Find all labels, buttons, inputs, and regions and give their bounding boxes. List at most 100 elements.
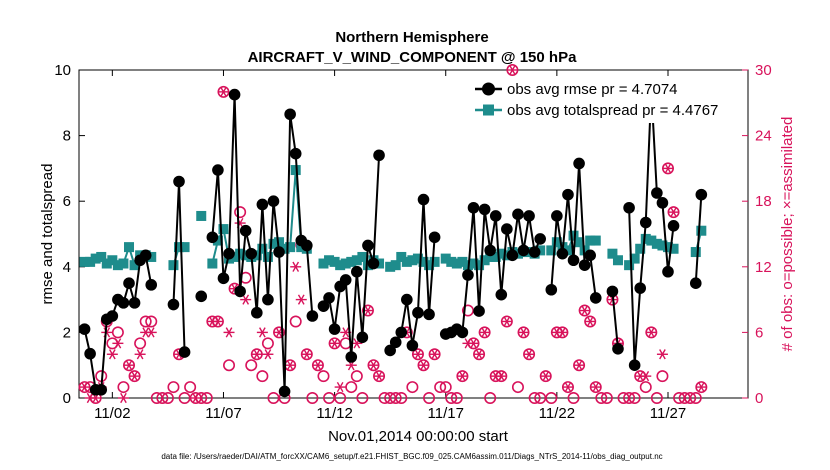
- rmse-point: [606, 285, 619, 298]
- obs-possible-marker: [567, 391, 580, 404]
- rmse-point: [373, 149, 385, 162]
- rmse-point: [223, 247, 235, 260]
- obs-possible-marker: [117, 381, 130, 394]
- y-axis-label: rmse and totalspread: [39, 164, 56, 305]
- rmse-point: [501, 223, 513, 235]
- data-file-footnote: data file: /Users/raeder/DAI/ATM_forcXX/…: [161, 452, 662, 461]
- obs-possible-marker: [445, 391, 458, 404]
- spread-point: [662, 242, 673, 253]
- rmse-point: [628, 359, 641, 372]
- spread-point: [474, 260, 485, 271]
- spread-point: [440, 253, 451, 264]
- obs-possible-marker: [656, 370, 669, 383]
- obs-assimilated-marker: [556, 327, 568, 338]
- spread-point: [562, 245, 573, 256]
- obs-assimilated-stroke: [525, 349, 533, 360]
- rmse-point: [345, 351, 358, 363]
- rmse-point: [262, 293, 274, 306]
- spread-point: [262, 251, 273, 262]
- legend-rmse-label: obs avg rmse pr = 4.7074: [507, 81, 678, 98]
- obs-assimilated-marker: [645, 327, 657, 338]
- obs-assimilated-marker: [479, 327, 491, 338]
- spread-point: [657, 240, 668, 251]
- chart-title: Northern Hemisphere: [335, 29, 488, 46]
- rmse-point: [478, 203, 491, 216]
- rmse-point: [306, 310, 319, 322]
- obs-assimilated-marker: [373, 371, 385, 382]
- y-right-tick-label: 6: [755, 324, 763, 341]
- obs-assimilated-marker: [217, 86, 229, 97]
- y-tick-label: 8: [63, 128, 71, 145]
- spread-point: [651, 238, 662, 249]
- legend-spread-label: obs avg totalspread pr = 4.4767: [507, 102, 718, 119]
- obs-possible-marker: [261, 337, 274, 350]
- obs-possible-marker: [434, 381, 447, 394]
- obs-assimilated-stroke: [208, 316, 216, 327]
- rmse-point: [339, 274, 352, 286]
- rmse-series-line: [611, 291, 619, 349]
- rmse-point: [289, 147, 302, 160]
- obs-assimilated-marker: [312, 360, 324, 371]
- spread-point: [318, 258, 329, 269]
- obs-assimilated-stroke: [136, 349, 144, 360]
- obs-assimilated-stroke: [475, 349, 483, 360]
- obs-possible-marker: [200, 391, 213, 404]
- rmse-point: [178, 346, 191, 358]
- spread-point: [340, 258, 351, 269]
- spread-point: [546, 245, 557, 256]
- spread-point: [418, 256, 429, 267]
- rmse-point: [84, 347, 96, 360]
- obs-assimilated-stroke: [553, 327, 561, 338]
- obs-assimilated-stroke: [420, 360, 427, 371]
- obs-assimilated-marker: [329, 338, 341, 349]
- obs-assimilated-stroke: [636, 371, 644, 382]
- rmse-point: [145, 279, 158, 291]
- obs-possible-marker: [395, 391, 408, 404]
- obs-assimilated-marker: [284, 360, 296, 371]
- obs-assimilated-stroke: [192, 392, 200, 404]
- spread-point: [624, 260, 635, 271]
- y-right-tick-label: 12: [755, 259, 772, 276]
- obs-assimilated-stroke: [131, 371, 138, 382]
- obs-assimilated-marker: [290, 261, 302, 272]
- rmse-point: [206, 231, 219, 244]
- x-tick-label: 11/07: [205, 405, 241, 422]
- spread-point: [351, 255, 362, 266]
- spread-point: [229, 251, 240, 262]
- obs-assimilated-stroke: [120, 392, 127, 404]
- obs-possible-marker: [256, 370, 269, 383]
- obs-assimilated-stroke: [147, 327, 155, 338]
- spread-point: [179, 242, 190, 253]
- obs-assimilated-stroke: [431, 349, 438, 360]
- spread-point: [457, 256, 468, 267]
- spread-point: [168, 260, 179, 271]
- obs-possible-marker: [484, 391, 497, 404]
- obs-assimilated-stroke: [331, 338, 338, 349]
- obs-possible-marker: [223, 359, 236, 372]
- rmse-point: [251, 306, 263, 319]
- obs-possible-marker: [356, 391, 369, 404]
- obs-assimilated-stroke: [481, 327, 488, 338]
- obs-possible-marker: [684, 391, 697, 404]
- spread-point: [485, 251, 496, 262]
- y-right-tick-label: 30: [755, 62, 772, 79]
- obs-assimilated-marker: [212, 316, 224, 327]
- spread-point: [346, 256, 357, 267]
- rmse-point: [612, 343, 624, 355]
- rmse-point: [484, 244, 496, 257]
- rmse-point: [562, 188, 574, 201]
- obs-possible-marker: [234, 206, 247, 219]
- obs-assimilated-stroke: [375, 371, 383, 382]
- obs-assimilated-stroke: [497, 371, 505, 382]
- obs-possible-marker: [345, 381, 358, 394]
- obs-possible-marker: [334, 391, 347, 404]
- obs-assimilated-stroke: [581, 305, 588, 316]
- obs-possible-marker: [406, 381, 419, 394]
- spread-point: [668, 243, 679, 254]
- spread-point: [690, 247, 701, 258]
- obs-assimilated-stroke: [559, 327, 566, 338]
- rmse-point: [662, 265, 674, 278]
- x-tick-label: 11/12: [316, 405, 352, 422]
- rmse-point: [367, 257, 380, 270]
